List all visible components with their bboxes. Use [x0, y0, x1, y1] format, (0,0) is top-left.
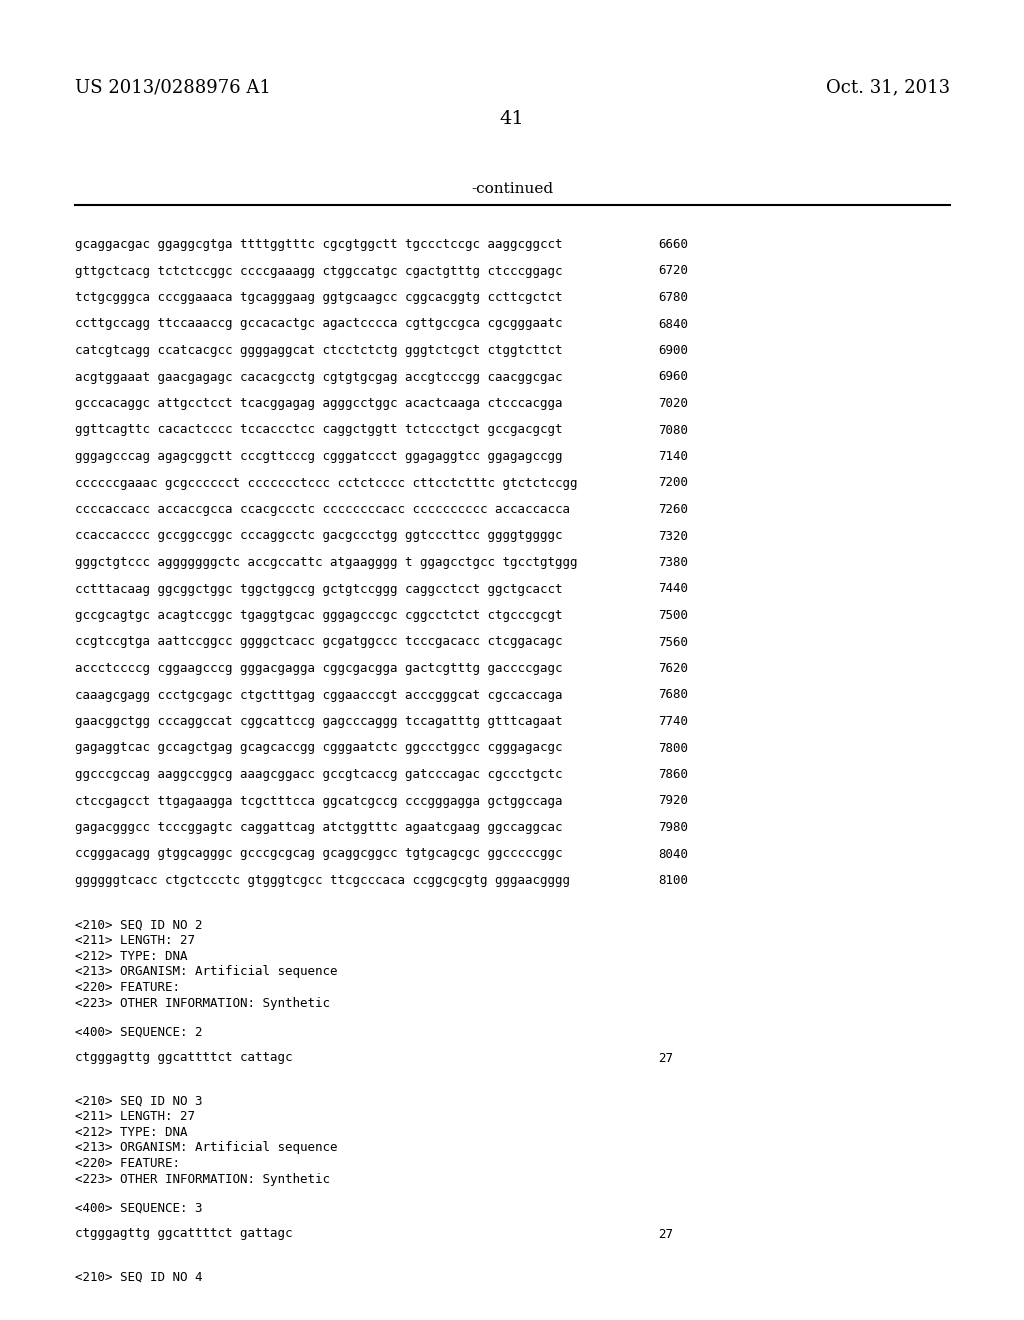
Text: 7500: 7500: [658, 609, 688, 622]
Text: <213> ORGANISM: Artificial sequence: <213> ORGANISM: Artificial sequence: [75, 965, 338, 978]
Text: 6720: 6720: [658, 264, 688, 277]
Text: 7980: 7980: [658, 821, 688, 834]
Text: catcgtcagg ccatcacgcc ggggaggcat ctcctctctg gggtctcgct ctggtcttct: catcgtcagg ccatcacgcc ggggaggcat ctcctct…: [75, 345, 562, 356]
Text: 6960: 6960: [658, 371, 688, 384]
Text: <210> SEQ ID NO 2: <210> SEQ ID NO 2: [75, 919, 203, 932]
Text: 27: 27: [658, 1228, 673, 1241]
Text: <211> LENGTH: 27: <211> LENGTH: 27: [75, 935, 195, 948]
Text: 8100: 8100: [658, 874, 688, 887]
Text: ctgggagttg ggcattttct cattagc: ctgggagttg ggcattttct cattagc: [75, 1052, 293, 1064]
Text: gcccacaggc attgcctcct tcacggagag agggcctggc acactcaaga ctcccacgga: gcccacaggc attgcctcct tcacggagag agggcct…: [75, 397, 562, 411]
Text: gccgcagtgc acagtccggc tgaggtgcac gggagcccgc cggcctctct ctgcccgcgt: gccgcagtgc acagtccggc tgaggtgcac gggagcc…: [75, 609, 562, 622]
Text: cctttacaag ggcggctggc tggctggccg gctgtccggg caggcctcct ggctgcacct: cctttacaag ggcggctggc tggctggccg gctgtcc…: [75, 582, 562, 595]
Text: 7080: 7080: [658, 424, 688, 437]
Text: 7740: 7740: [658, 715, 688, 729]
Text: 7800: 7800: [658, 742, 688, 755]
Text: <223> OTHER INFORMATION: Synthetic: <223> OTHER INFORMATION: Synthetic: [75, 1172, 330, 1185]
Text: gcaggacgac ggaggcgtga ttttggtttc cgcgtggctt tgccctccgc aaggcggcct: gcaggacgac ggaggcgtga ttttggtttc cgcgtgg…: [75, 238, 562, 251]
Text: US 2013/0288976 A1: US 2013/0288976 A1: [75, 78, 271, 96]
Text: Oct. 31, 2013: Oct. 31, 2013: [826, 78, 950, 96]
Text: gagaggtcac gccagctgag gcagcaccgg cgggaatctc ggccctggcc cgggagacgc: gagaggtcac gccagctgag gcagcaccgg cgggaat…: [75, 742, 562, 755]
Text: acgtggaaat gaacgagagc cacacgcctg cgtgtgcgag accgtcccgg caacggcgac: acgtggaaat gaacgagagc cacacgcctg cgtgtgc…: [75, 371, 562, 384]
Text: 7140: 7140: [658, 450, 688, 463]
Text: 7620: 7620: [658, 663, 688, 675]
Text: 7200: 7200: [658, 477, 688, 490]
Text: 6660: 6660: [658, 238, 688, 251]
Text: ggggggtcacc ctgctccctc gtgggtcgcc ttcgcccaca ccggcgcgtg gggaacgggg: ggggggtcacc ctgctccctc gtgggtcgcc ttcgcc…: [75, 874, 570, 887]
Text: ctgggagttg ggcattttct gattagc: ctgggagttg ggcattttct gattagc: [75, 1228, 293, 1241]
Text: gggctgtccc agggggggctc accgccattc atgaagggg t ggagcctgcc tgcctgtggg: gggctgtccc agggggggctc accgccattc atgaag…: [75, 556, 578, 569]
Text: <400> SEQUENCE: 3: <400> SEQUENCE: 3: [75, 1203, 203, 1214]
Text: 6780: 6780: [658, 290, 688, 304]
Text: tctgcgggca cccggaaaca tgcagggaag ggtgcaagcc cggcacggtg ccttcgctct: tctgcgggca cccggaaaca tgcagggaag ggtgcaa…: [75, 290, 562, 304]
Text: <400> SEQUENCE: 2: <400> SEQUENCE: 2: [75, 1026, 203, 1039]
Text: ggttcagttc cacactcccc tccaccctcc caggctggtt tctccctgct gccgacgcgt: ggttcagttc cacactcccc tccaccctcc caggctg…: [75, 424, 562, 437]
Text: 8040: 8040: [658, 847, 688, 861]
Text: ccccaccacc accaccgcca ccacgccctc ccccccccacc cccccccccc accaccacca: ccccaccacc accaccgcca ccacgccctc ccccccc…: [75, 503, 570, 516]
Text: <213> ORGANISM: Artificial sequence: <213> ORGANISM: Artificial sequence: [75, 1142, 338, 1155]
Text: accctccccg cggaagcccg gggacgagga cggcgacgga gactcgtttg gaccccgagc: accctccccg cggaagcccg gggacgagga cggcgac…: [75, 663, 562, 675]
Text: 7560: 7560: [658, 635, 688, 648]
Text: <223> OTHER INFORMATION: Synthetic: <223> OTHER INFORMATION: Synthetic: [75, 997, 330, 1010]
Text: <220> FEATURE:: <220> FEATURE:: [75, 1158, 180, 1170]
Text: 7920: 7920: [658, 795, 688, 808]
Text: 7020: 7020: [658, 397, 688, 411]
Text: gagacgggcc tcccggagtc caggattcag atctggtttc agaatcgaag ggccaggcac: gagacgggcc tcccggagtc caggattcag atctggt…: [75, 821, 562, 834]
Text: caaagcgagg ccctgcgagc ctgctttgag cggaacccgt acccgggcat cgccaccaga: caaagcgagg ccctgcgagc ctgctttgag cggaacc…: [75, 689, 562, 701]
Text: 6840: 6840: [658, 318, 688, 330]
Text: gaacggctgg cccaggccat cggcattccg gagcccaggg tccagatttg gtttcagaat: gaacggctgg cccaggccat cggcattccg gagccca…: [75, 715, 562, 729]
Text: <211> LENGTH: 27: <211> LENGTH: 27: [75, 1110, 195, 1123]
Text: ccgggacagg gtggcagggc gcccgcgcag gcaggcggcc tgtgcagcgc ggcccccggc: ccgggacagg gtggcagggc gcccgcgcag gcaggcg…: [75, 847, 562, 861]
Text: 7320: 7320: [658, 529, 688, 543]
Text: ggcccgccag aaggccggcg aaagcggacc gccgtcaccg gatcccagac cgccctgctc: ggcccgccag aaggccggcg aaagcggacc gccgtca…: [75, 768, 562, 781]
Text: 7260: 7260: [658, 503, 688, 516]
Text: <220> FEATURE:: <220> FEATURE:: [75, 981, 180, 994]
Text: 6900: 6900: [658, 345, 688, 356]
Text: <210> SEQ ID NO 4: <210> SEQ ID NO 4: [75, 1271, 203, 1284]
Text: ccttgccagg ttccaaaccg gccacactgc agactcccca cgttgccgca cgcgggaatc: ccttgccagg ttccaaaccg gccacactgc agactcc…: [75, 318, 562, 330]
Text: <210> SEQ ID NO 3: <210> SEQ ID NO 3: [75, 1096, 203, 1107]
Text: <212> TYPE: DNA: <212> TYPE: DNA: [75, 1126, 187, 1139]
Text: 27: 27: [658, 1052, 673, 1064]
Text: gggagcccag agagcggctt cccgttcccg cgggatccct ggagaggtcc ggagagccgg: gggagcccag agagcggctt cccgttcccg cgggatc…: [75, 450, 562, 463]
Text: gttgctcacg tctctccggc ccccgaaagg ctggccatgc cgactgtttg ctcccggagc: gttgctcacg tctctccggc ccccgaaagg ctggcca…: [75, 264, 562, 277]
Text: ctccgagcct ttgagaagga tcgctttcca ggcatcgccg cccgggagga gctggccaga: ctccgagcct ttgagaagga tcgctttcca ggcatcg…: [75, 795, 562, 808]
Text: 7680: 7680: [658, 689, 688, 701]
Text: ccccccgaaac gcgcccccct ccccccctccc cctctcccc cttcctctttc gtctctccgg: ccccccgaaac gcgcccccct ccccccctccc cctct…: [75, 477, 578, 490]
Text: ccaccacccc gccggccggc cccaggcctc gacgccctgg ggtcccttcc ggggtggggc: ccaccacccc gccggccggc cccaggcctc gacgccc…: [75, 529, 562, 543]
Text: 41: 41: [500, 110, 524, 128]
Text: <212> TYPE: DNA: <212> TYPE: DNA: [75, 950, 187, 964]
Text: ccgtccgtga aattccggcc ggggctcacc gcgatggccc tcccgacacc ctcggacagc: ccgtccgtga aattccggcc ggggctcacc gcgatgg…: [75, 635, 562, 648]
Text: 7380: 7380: [658, 556, 688, 569]
Text: 7860: 7860: [658, 768, 688, 781]
Text: 7440: 7440: [658, 582, 688, 595]
Text: -continued: -continued: [471, 182, 553, 195]
